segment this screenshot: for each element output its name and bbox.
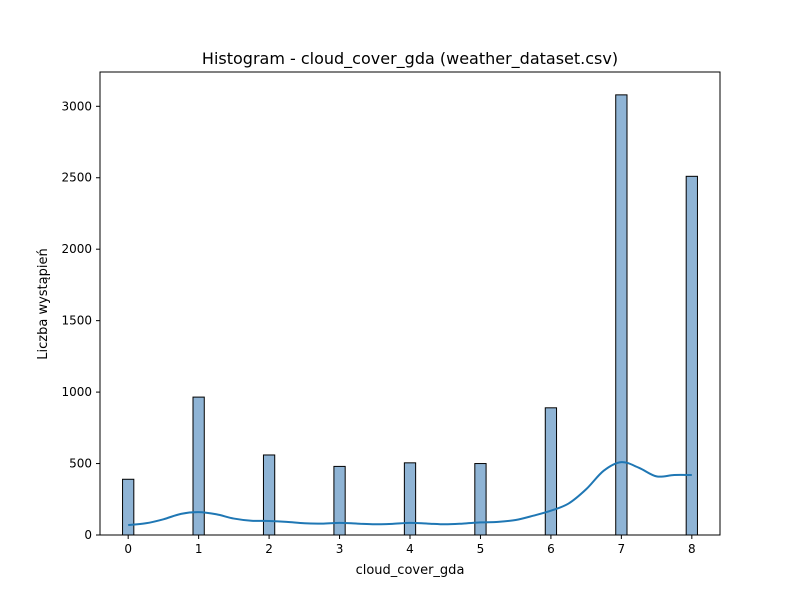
y-tick-label: 2000 [61, 242, 92, 256]
bar-6 [544, 407, 558, 536]
bar-8 [685, 175, 698, 536]
x-tick-label: 5 [477, 542, 485, 556]
x-tick-label: 0 [124, 542, 132, 556]
bar-7 [615, 94, 628, 536]
x-tick-label: 4 [406, 542, 414, 556]
y-tick-label: 1000 [61, 385, 92, 399]
x-tick-label: 6 [547, 542, 555, 556]
y-tick-label: 2500 [61, 171, 92, 185]
kde-curve [128, 461, 692, 526]
chart-title: Histogram - cloud_cover_gda (weather_dat… [202, 49, 618, 69]
y-tick-label: 500 [69, 457, 92, 471]
x-tick-label: 7 [618, 542, 626, 556]
x-tick-label: 3 [336, 542, 344, 556]
bar-1 [192, 396, 205, 536]
bar-3 [333, 465, 346, 536]
x-tick-label: 1 [195, 542, 203, 556]
bars-group [122, 94, 698, 536]
y-tick-label: 0 [84, 528, 92, 542]
x-tick-label: 8 [688, 542, 696, 556]
x-tick-label: 2 [265, 542, 273, 556]
bar-5 [474, 463, 487, 536]
y-tick-label: 1500 [61, 314, 92, 328]
y-tick-label: 3000 [61, 99, 92, 113]
bar-2 [262, 454, 276, 536]
x-axis-label: cloud_cover_gda [356, 563, 465, 578]
x-axis-ticks: 0 1 2 3 4 5 6 7 8 [124, 535, 696, 556]
bar-4 [403, 462, 417, 536]
y-axis-label: Liczba wystąpień [36, 248, 51, 359]
bar-0 [122, 478, 135, 536]
y-axis-ticks: 0 500 1000 1500 2000 2500 3000 [61, 99, 100, 542]
